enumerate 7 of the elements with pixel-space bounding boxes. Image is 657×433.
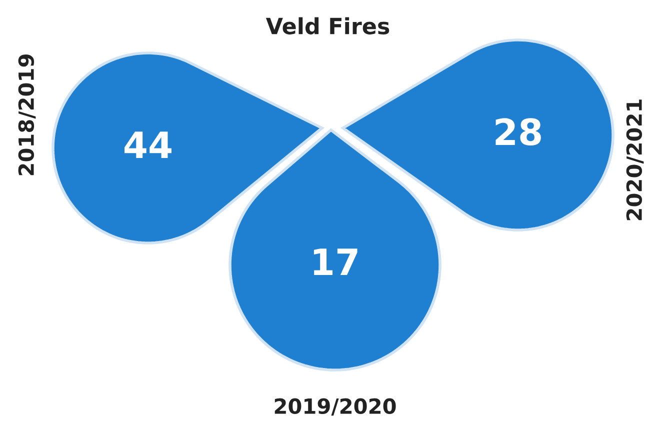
- category-label: 2020/2021: [626, 100, 644, 220]
- data-label: 44: [124, 132, 172, 158]
- category-label: 2018/2019: [18, 54, 36, 176]
- text: Veld Fires: [266, 17, 390, 34]
- category-label: 2019/2020: [274, 398, 396, 416]
- data-label: 17: [314, 248, 358, 275]
- data-label: 28: [496, 118, 541, 146]
